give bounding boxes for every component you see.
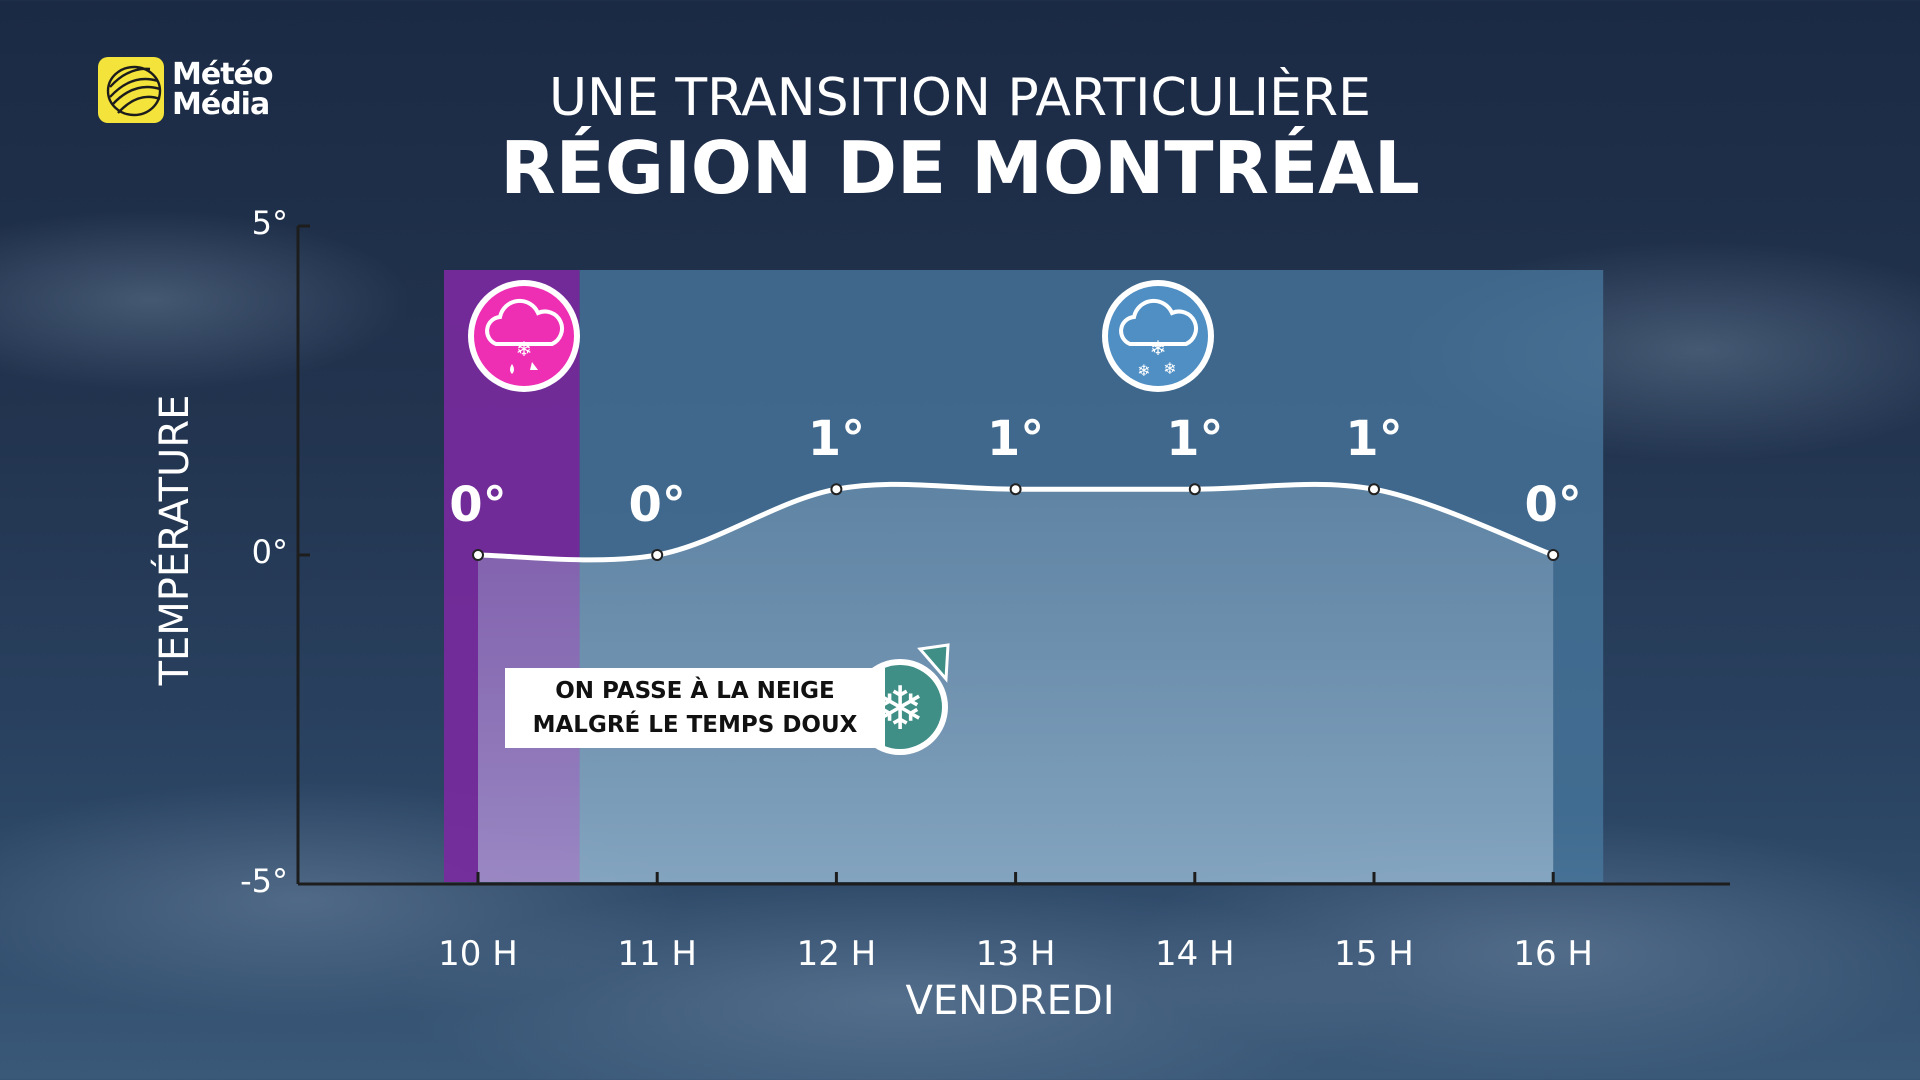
data-point xyxy=(651,549,664,561)
globe-icon xyxy=(98,57,164,123)
chart-subtitle: RÉGION DE MONTRÉAL xyxy=(500,126,1420,210)
data-label: 0° xyxy=(628,477,686,533)
data-point xyxy=(830,483,843,496)
snow-callout: ON PASSE À LA NEIGE MALGRÉ LE TEMPS DOUX xyxy=(505,668,885,748)
x-tick-label: 11 H xyxy=(617,934,697,974)
x-tick-label: 13 H xyxy=(975,934,1056,974)
x-tick-label: 10 H xyxy=(438,934,518,974)
data-point xyxy=(1009,483,1022,496)
x-tick-label: 16 H xyxy=(1513,934,1593,974)
y-tick-label: 0° xyxy=(251,533,288,571)
data-label: 0° xyxy=(449,477,507,533)
svg-text:❄: ❄ xyxy=(1137,361,1150,380)
data-label: 1° xyxy=(1166,411,1224,468)
data-point xyxy=(472,549,484,561)
data-label: 1° xyxy=(807,411,866,468)
temperature-area-fill xyxy=(478,484,1554,882)
data-point xyxy=(1368,483,1380,496)
x-tick-label: 15 H xyxy=(1334,934,1414,974)
x-tick-label: 12 H xyxy=(796,934,877,974)
chart-title: UNE TRANSITION PARTICULIÈRE xyxy=(549,68,1371,128)
callout-line-2: MALGRÉ LE TEMPS DOUX xyxy=(532,712,858,738)
data-point xyxy=(1188,483,1201,496)
snow-icon: ❄ ❄ ❄ xyxy=(1102,280,1214,392)
y-tick-label: -5° xyxy=(240,862,288,900)
svg-text:❄: ❄ xyxy=(1163,359,1176,378)
data-label: 0° xyxy=(1524,477,1582,533)
data-points xyxy=(472,483,1560,561)
rain-snow-mix-icon: ❄ xyxy=(468,280,580,392)
chart-axes xyxy=(296,224,1730,886)
svg-text:❄: ❄ xyxy=(516,337,533,361)
data-label: 1° xyxy=(986,411,1045,468)
x-axis-label: VENDREDI xyxy=(905,978,1115,1024)
callout-line-1: ON PASSE À LA NEIGE xyxy=(555,678,835,704)
meteomedia-logo: Météo Média xyxy=(98,57,273,123)
svg-text:❄: ❄ xyxy=(1150,336,1167,360)
data-label: 1° xyxy=(1345,411,1403,468)
x-tick-label: 14 H xyxy=(1154,934,1235,974)
brand-name: Météo Média xyxy=(172,57,273,122)
y-tick-label: 5° xyxy=(251,204,288,242)
data-point xyxy=(1547,549,1560,561)
